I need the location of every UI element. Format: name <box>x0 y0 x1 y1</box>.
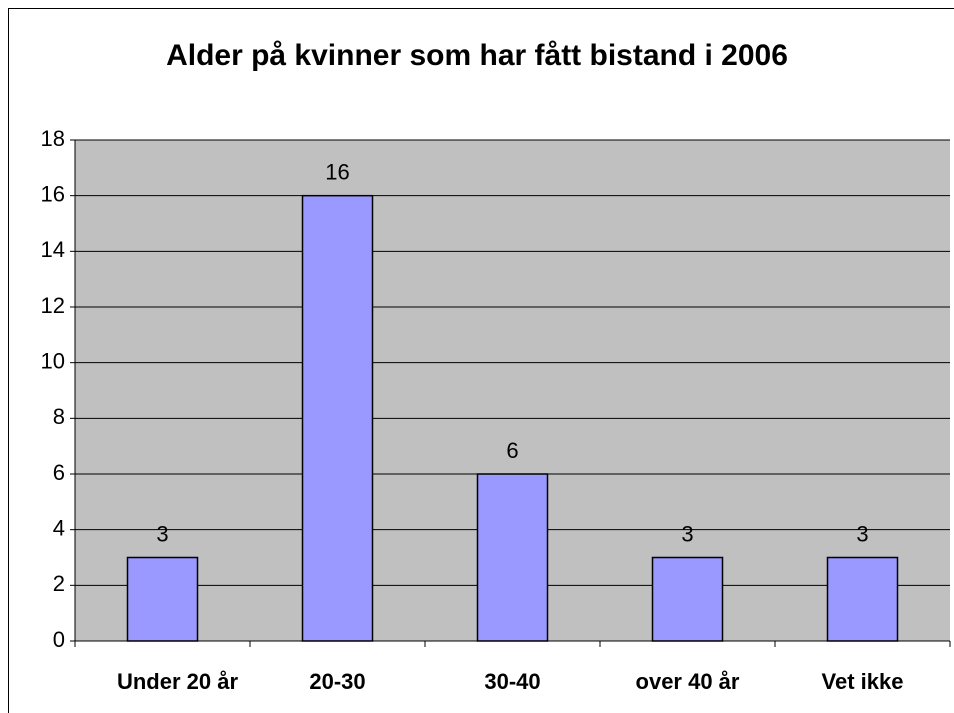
y-tick-label: 2 <box>53 571 65 596</box>
y-tick-label: 14 <box>41 237 65 262</box>
data-label: 3 <box>681 521 693 546</box>
y-tick-label: 18 <box>41 126 65 151</box>
bar <box>826 556 899 642</box>
y-tick-label: 16 <box>41 181 65 206</box>
x-tick-label: 30-40 <box>484 669 540 694</box>
x-tick-label: 20-30 <box>309 669 365 694</box>
data-label: 3 <box>856 521 868 546</box>
bar <box>476 473 549 642</box>
chart-title: Alder på kvinner som har fått bistand i … <box>166 39 788 72</box>
y-tick-label: 6 <box>53 460 65 485</box>
data-label: 3 <box>156 521 168 546</box>
data-label: 16 <box>325 159 349 184</box>
y-tick-label: 10 <box>41 348 65 373</box>
y-tick-label: 4 <box>53 515 65 540</box>
y-tick-label: 0 <box>53 627 65 652</box>
bar <box>301 194 374 642</box>
bar <box>651 556 724 642</box>
x-tick-label: over 40 år <box>636 669 740 694</box>
x-tick-label: Vet ikke <box>822 669 904 694</box>
x-tick-label: Under 20 år <box>117 669 238 694</box>
y-tick-label: 8 <box>53 404 65 429</box>
data-label: 6 <box>506 438 518 463</box>
y-tick-label: 12 <box>41 293 65 318</box>
bar <box>126 556 199 642</box>
